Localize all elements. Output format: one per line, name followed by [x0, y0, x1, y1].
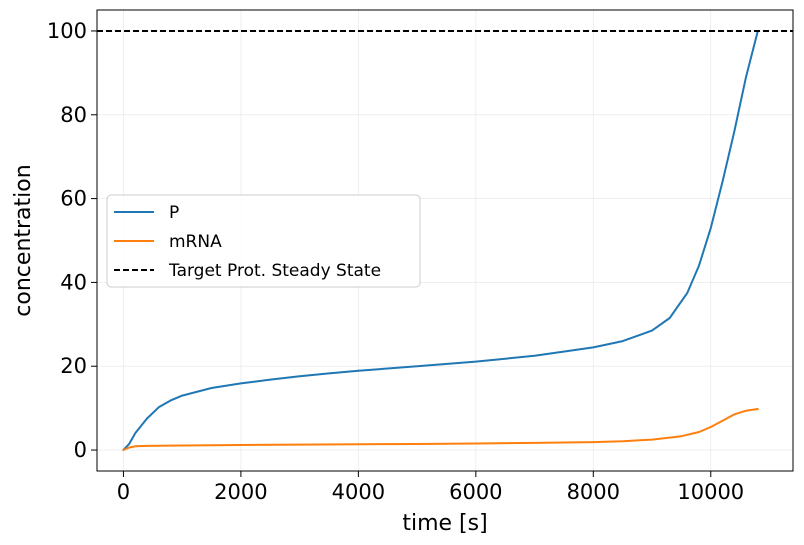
- y-tick-label: 80: [60, 103, 87, 127]
- x-tick-label: 10000: [677, 480, 744, 504]
- x-tick-label: 6000: [449, 480, 502, 504]
- x-tick-label: 4000: [332, 480, 385, 504]
- series-line-mrna: [122, 408, 759, 451]
- legend-label-target-prot-steady-state: Target Prot. Steady State: [168, 261, 381, 281]
- axis-ticks: 0 2000 4000 6000 8000 10000 0 20 40 60 80 100: [47, 19, 744, 504]
- y-tick-label: 60: [60, 187, 87, 211]
- y-axis-label: concentration: [11, 164, 36, 316]
- legend-box: [106, 194, 421, 288]
- y-tick-label: 100: [47, 19, 87, 43]
- legend-label-p: P: [169, 203, 179, 223]
- y-tick-label: 40: [60, 270, 87, 294]
- plot-content: [97, 29, 793, 451]
- x-tick-label: 8000: [567, 480, 620, 504]
- y-tick-label: 20: [60, 354, 87, 378]
- x-tick-label: 2000: [214, 480, 267, 504]
- series-line-p: [122, 30, 759, 451]
- plot-frame: [96, 9, 794, 472]
- legend-label-mrna: mRNA: [169, 232, 222, 252]
- y-tick-label: 0: [74, 438, 87, 462]
- x-axis-label: time [s]: [402, 511, 487, 536]
- x-tick-label: 0: [117, 480, 130, 504]
